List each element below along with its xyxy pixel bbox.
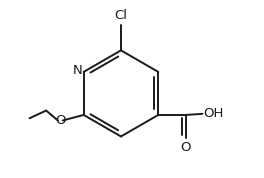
Text: N: N (73, 64, 82, 77)
Text: O: O (55, 114, 65, 127)
Text: Cl: Cl (115, 9, 128, 22)
Text: OH: OH (203, 107, 224, 120)
Text: O: O (181, 141, 191, 154)
